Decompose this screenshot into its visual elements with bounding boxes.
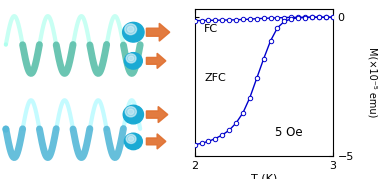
Circle shape (123, 105, 144, 124)
Text: FC: FC (204, 25, 218, 35)
Circle shape (129, 136, 134, 141)
Circle shape (127, 26, 134, 32)
Circle shape (125, 107, 136, 117)
Circle shape (124, 133, 142, 150)
Circle shape (122, 22, 144, 42)
Circle shape (126, 54, 136, 63)
Circle shape (126, 134, 136, 144)
Text: ZFC: ZFC (204, 73, 226, 83)
Polygon shape (146, 107, 168, 123)
Text: 5 Oe: 5 Oe (275, 126, 302, 139)
Polygon shape (146, 53, 166, 68)
X-axis label: T (K): T (K) (251, 173, 277, 179)
Circle shape (125, 24, 136, 35)
Y-axis label: M(×10⁻⁵ emu): M(×10⁻⁵ emu) (368, 47, 378, 118)
Circle shape (129, 56, 134, 61)
Circle shape (128, 109, 134, 115)
Polygon shape (146, 23, 170, 41)
Circle shape (124, 53, 142, 69)
Polygon shape (146, 134, 166, 149)
